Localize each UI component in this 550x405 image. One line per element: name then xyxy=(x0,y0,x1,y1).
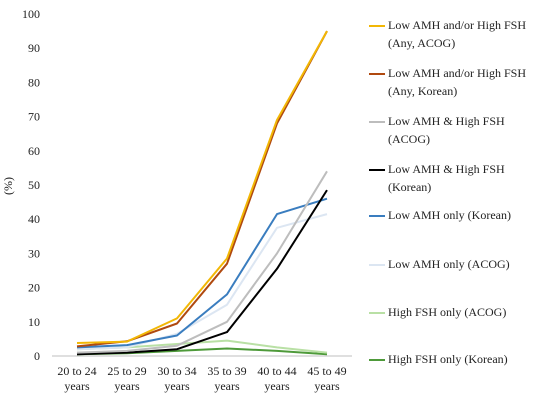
y-axis-label: (%) xyxy=(1,177,15,195)
y-tick-label: 80 xyxy=(28,75,40,89)
y-tick-label: 40 xyxy=(28,212,40,226)
x-tick-label: 35 to 39 years xyxy=(207,364,246,393)
y-tick-label: 10 xyxy=(28,315,40,329)
y-tick-label: 20 xyxy=(28,281,40,295)
legend-swatch xyxy=(369,25,385,27)
series-line xyxy=(76,170,328,354)
x-axis: 20 to 24 years 25 to 29 years 30 to 34 years 3… xyxy=(52,355,352,393)
series-line xyxy=(76,189,328,356)
legend-label: Low AMH only (ACOG) xyxy=(388,257,510,271)
y-tick-label: 90 xyxy=(28,41,40,55)
legend-label: Low AMH & High FSH (ACOG) xyxy=(388,114,505,146)
legend-label: Low AMH and/or High FSH (Any, ACOG) xyxy=(388,18,527,50)
x-tick-label: 30 to 34 years xyxy=(157,364,196,393)
y-tick-label: 30 xyxy=(28,246,40,260)
legend-label: High FSH only (ACOG) xyxy=(388,305,507,319)
series-lines xyxy=(76,30,328,356)
legend-swatch xyxy=(369,169,385,171)
legend-label: Low AMH only (Korean) xyxy=(388,208,511,222)
y-tick-label: 60 xyxy=(28,144,40,158)
y-axis: 0 10 20 30 40 50 60 70 80 90 100 xyxy=(22,7,40,363)
y-tick-label: 0 xyxy=(34,349,40,363)
x-tick-label: 25 to 29 years xyxy=(107,364,146,393)
x-tick-label: 45 to 49 years xyxy=(307,364,346,393)
series-line xyxy=(76,213,328,351)
x-tick-label: 20 to 24 years xyxy=(57,364,96,393)
y-tick-label: 100 xyxy=(22,7,40,21)
legend-swatch xyxy=(369,359,385,361)
legend-swatch xyxy=(369,264,385,266)
series-line xyxy=(76,30,328,348)
legend-swatch xyxy=(369,312,385,314)
x-tick-label: 40 to 44 years xyxy=(257,364,296,393)
legend-label: Low AMH and/or High FSH (Any, Korean) xyxy=(388,66,527,98)
legend-label: Low AMH & High FSH (Korean) xyxy=(388,162,505,194)
y-tick-label: 70 xyxy=(28,110,40,124)
series-line xyxy=(76,30,328,344)
y-tick-label: 50 xyxy=(28,178,40,192)
legend-swatch xyxy=(369,73,385,75)
legend-swatch xyxy=(369,215,385,217)
series-line xyxy=(76,197,328,349)
legend-swatch xyxy=(369,121,385,123)
legend-label: High FSH only (Korean) xyxy=(388,352,508,366)
